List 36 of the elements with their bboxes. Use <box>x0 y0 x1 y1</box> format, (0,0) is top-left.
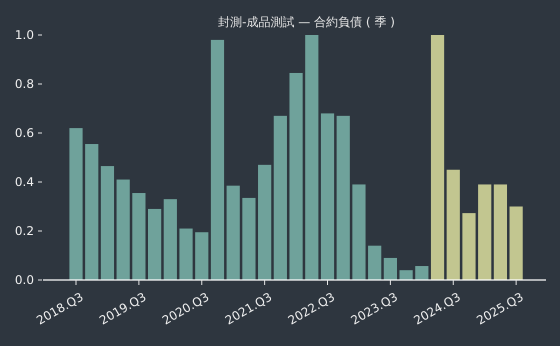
y-tick-label: 0.2 <box>14 224 34 238</box>
bar <box>210 40 224 280</box>
bar <box>415 266 428 280</box>
bar <box>478 184 492 280</box>
bar <box>494 184 508 280</box>
bar <box>195 232 208 280</box>
bar <box>148 208 162 280</box>
bar <box>85 144 98 280</box>
bar <box>179 228 193 280</box>
bar <box>368 246 382 280</box>
bar <box>69 128 83 280</box>
y-tick-label: 0.6 <box>14 126 34 140</box>
bar <box>164 199 177 280</box>
bar <box>258 164 272 280</box>
bar <box>305 35 318 280</box>
bar <box>132 193 146 280</box>
y-tick-label: 1.0 <box>14 28 34 42</box>
bar <box>274 116 287 280</box>
bar <box>446 170 460 280</box>
bar <box>430 35 444 280</box>
bar <box>242 198 256 280</box>
bar <box>336 116 350 280</box>
bar <box>384 258 397 280</box>
bar <box>116 180 130 280</box>
y-tick-label: 0.8 <box>14 77 34 92</box>
bar <box>462 213 476 280</box>
bar <box>100 166 114 280</box>
y-tick-label: 0.4 <box>14 175 34 190</box>
chart-title: 封測-成品測試 — 合約負債 ( 季 ) <box>218 15 395 29</box>
bar <box>320 113 334 280</box>
bar <box>352 184 366 280</box>
y-tick-label: 0.0 <box>14 273 34 288</box>
bar <box>400 270 413 280</box>
bar <box>289 72 303 280</box>
bar <box>510 206 523 280</box>
bar <box>226 186 240 280</box>
